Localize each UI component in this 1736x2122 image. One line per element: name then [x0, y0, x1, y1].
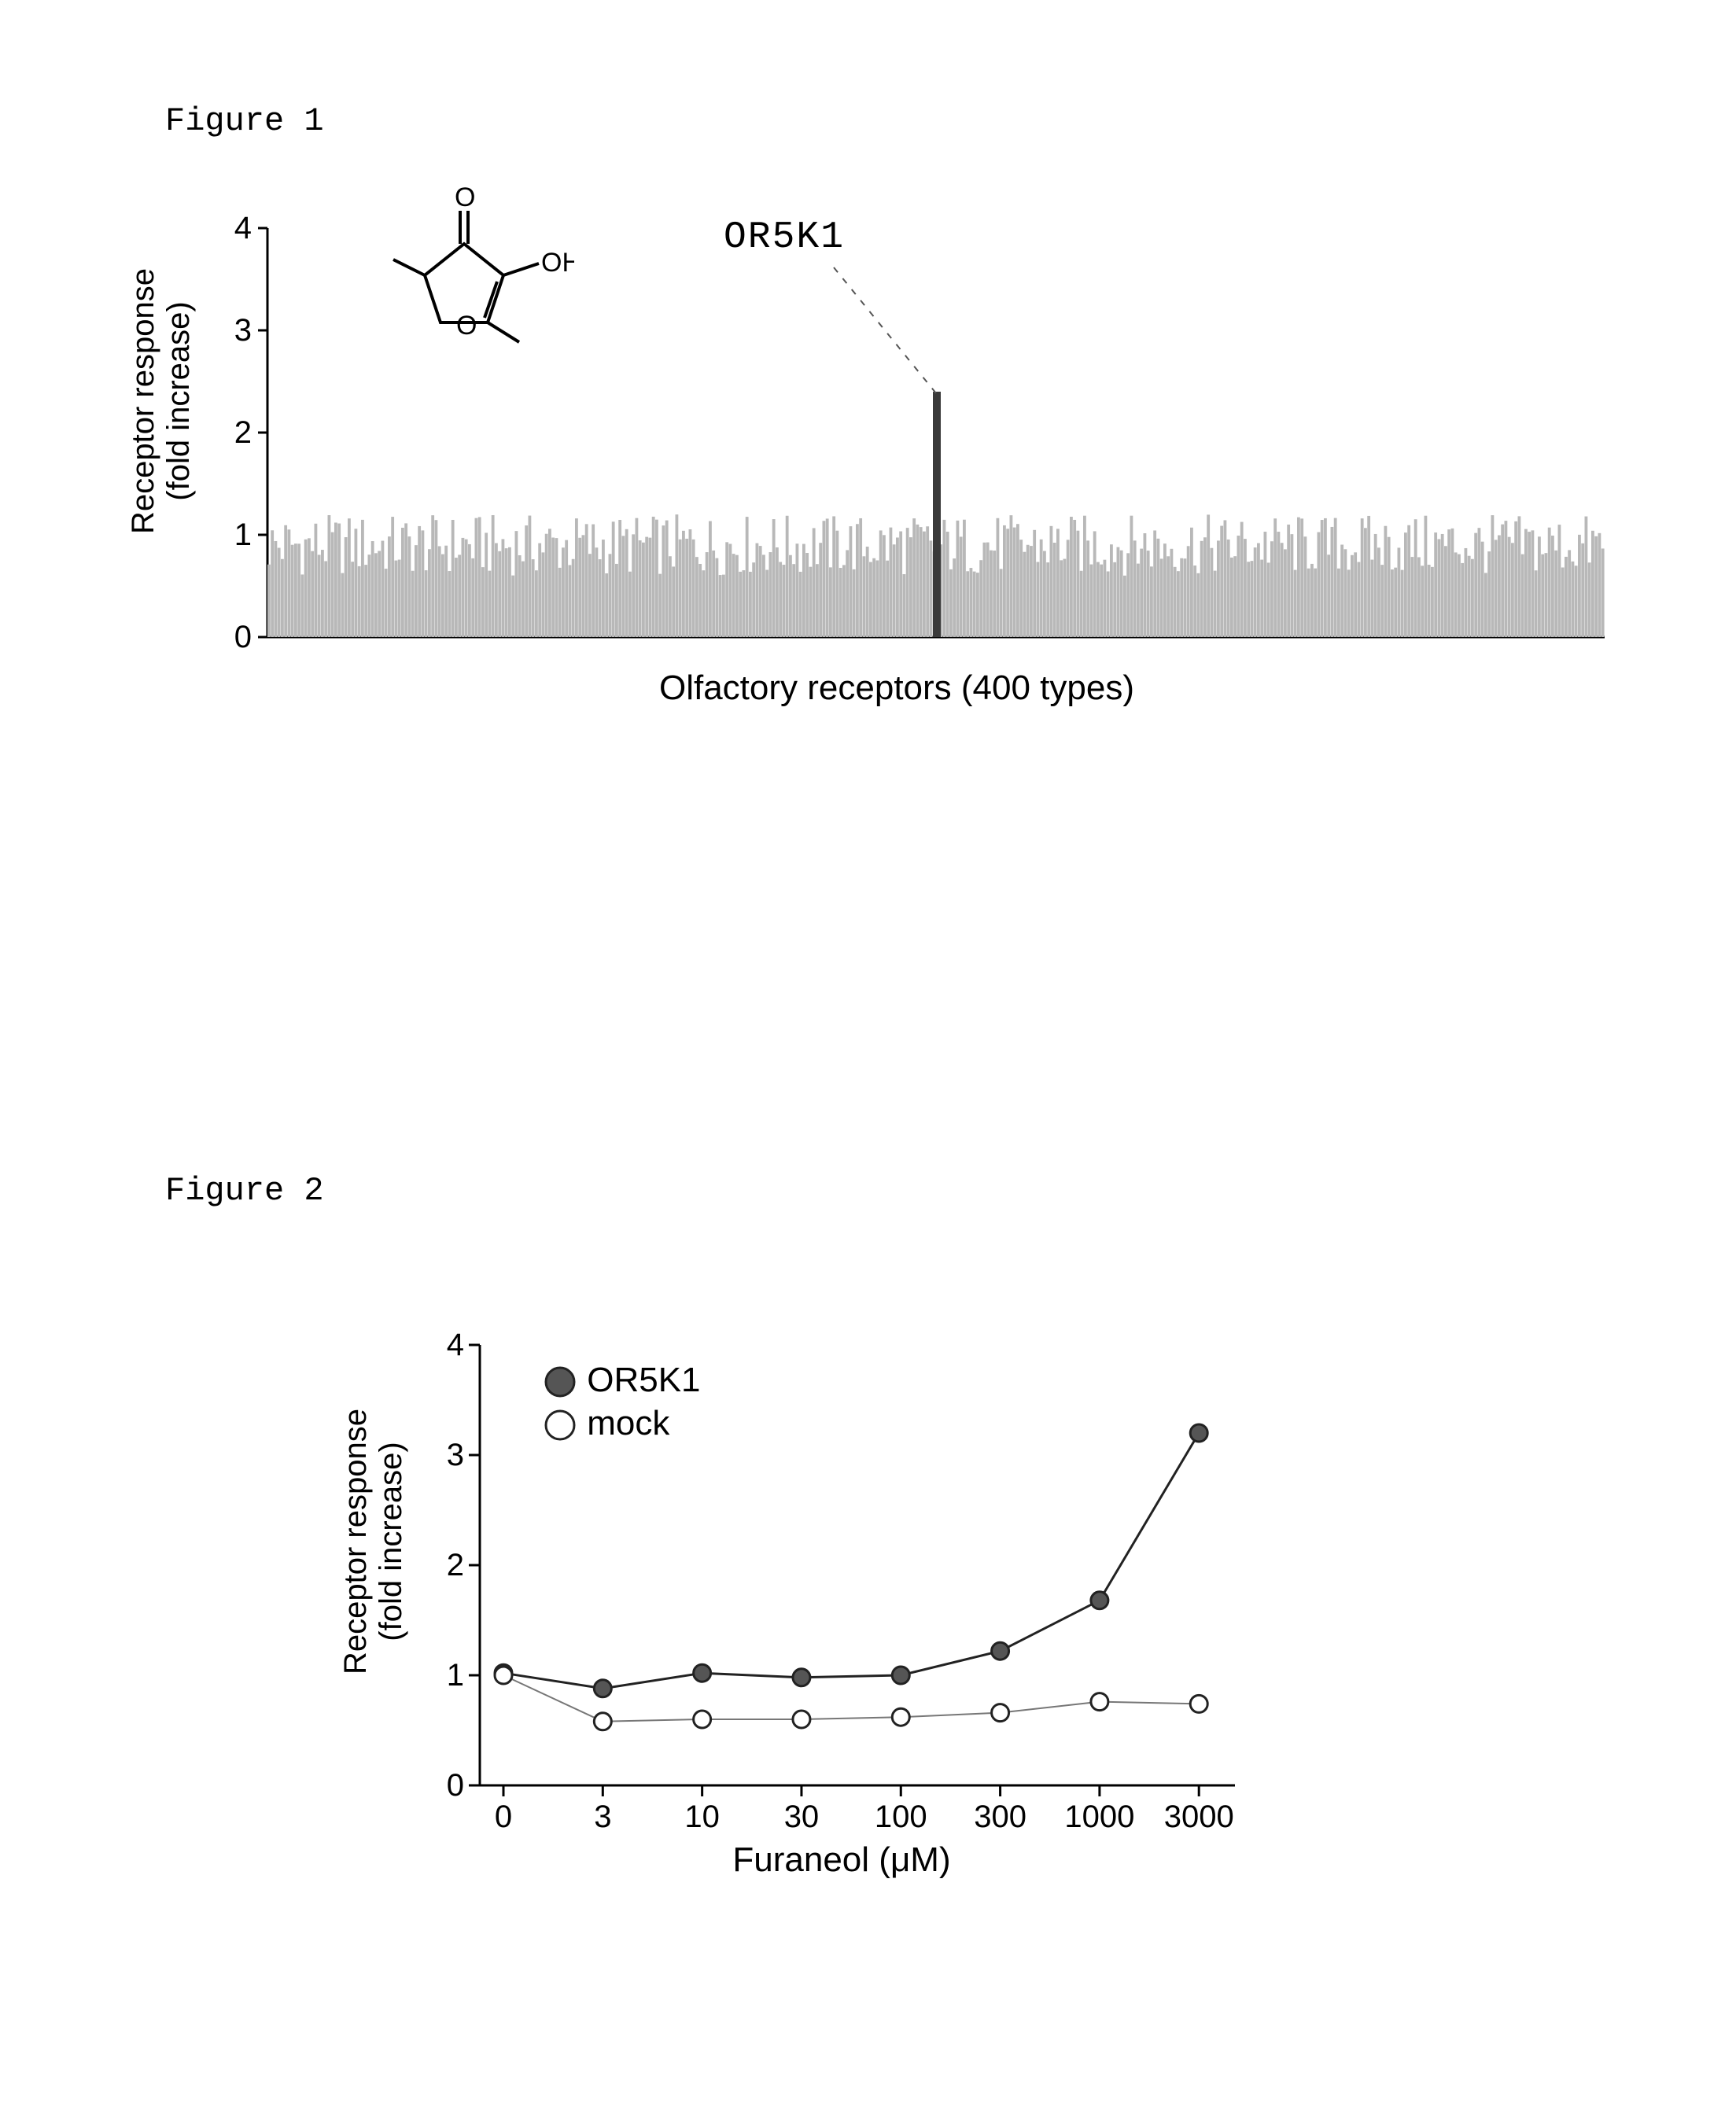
- figure2-xtick: 0: [460, 1800, 547, 1835]
- figure1-ytick: 3: [220, 313, 252, 348]
- figure2-ytick: 1: [429, 1658, 464, 1693]
- figure1-molecule: O O OH: [354, 181, 574, 354]
- figure2-ytick: 3: [429, 1438, 464, 1473]
- figure2-xlabel: Furaneol (μM): [637, 1840, 1046, 1880]
- figure2-xtick: 10: [659, 1800, 746, 1835]
- figure2-ytick: 4: [429, 1328, 464, 1363]
- svg-text:O: O: [455, 182, 475, 212]
- figure2-xtick: 300: [957, 1800, 1044, 1835]
- figure2-xlabel-suffix: M): [910, 1840, 950, 1879]
- figure2-xtick: 100: [857, 1800, 944, 1835]
- figure2-xlabel-prefix: Furaneol (: [732, 1840, 890, 1879]
- figure2-legend-or5k1: OR5K1: [543, 1361, 701, 1400]
- figure2-legend-or5k1-label: OR5K1: [587, 1361, 700, 1399]
- svg-text:OH: OH: [541, 248, 574, 278]
- figure2: Receptor response (fold increase) 01234 …: [307, 1282, 1329, 1951]
- figure2-label: Figure 2: [165, 1172, 324, 1210]
- figure2-ytick: 2: [429, 1548, 464, 1583]
- figure1-annotation: OR5K1: [724, 216, 845, 259]
- figure2-xtick: 1000: [1056, 1800, 1143, 1835]
- svg-text:O: O: [456, 311, 477, 341]
- figure1-ytick: 4: [220, 211, 252, 246]
- figure2-ytick: 0: [429, 1768, 464, 1803]
- figure1-ytick: 2: [220, 415, 252, 451]
- figure2-legend-mock-label: mock: [587, 1404, 669, 1442]
- figure2-xtick: 3: [559, 1800, 646, 1835]
- figure1-label: Figure 1: [165, 102, 324, 140]
- figure1-ytick: 1: [220, 518, 252, 553]
- figure2-legend-mock: mock: [543, 1404, 669, 1443]
- figure2-xtick: 3000: [1155, 1800, 1242, 1835]
- figure1-annotation-leader: [779, 260, 1015, 456]
- figure2-xlabel-unit: μ: [890, 1840, 910, 1879]
- figure1: Receptor response (fold increase) 01234 …: [149, 197, 1628, 747]
- figure1-ytick: 0: [220, 620, 252, 655]
- figure2-xtick: 30: [758, 1800, 845, 1835]
- page: Figure 1 Receptor response (fold increas…: [0, 0, 1736, 2122]
- figure1-xlabel: Olfactory receptors (400 types): [582, 669, 1211, 708]
